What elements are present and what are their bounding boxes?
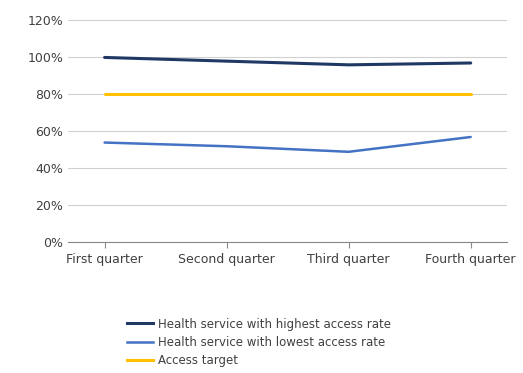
Legend: Health service with highest access rate, Health service with lowest access rate,: Health service with highest access rate,… (127, 318, 392, 367)
